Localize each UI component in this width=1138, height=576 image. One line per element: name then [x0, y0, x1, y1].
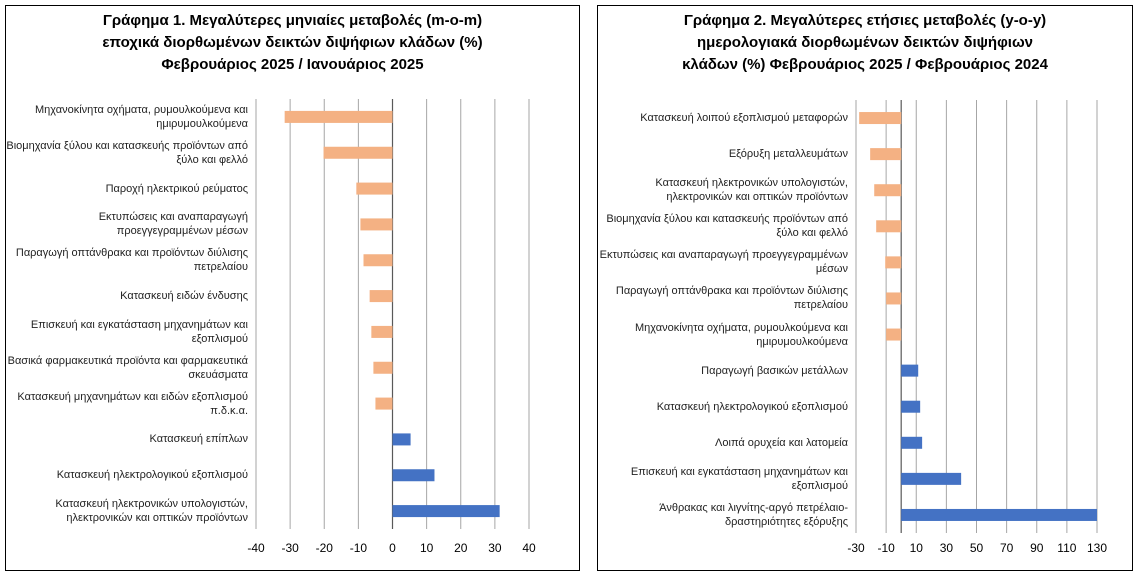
- category-label: Βιομηχανία ξύλου και κατασκευής προϊόντω…: [606, 213, 848, 240]
- bar: [901, 508, 1097, 521]
- x-tick-label: 70: [1000, 541, 1014, 555]
- category-label: Επισκευή και εγκατάσταση μηχανημάτων και…: [30, 318, 248, 345]
- bar: [360, 218, 393, 231]
- bar: [284, 110, 393, 123]
- x-tick-label: -10: [350, 541, 368, 555]
- bar: [392, 505, 500, 518]
- bar: [369, 290, 393, 303]
- category-label: Εκτυπώσεις και αναπαραγωγή προεγγεγραμμέ…: [599, 249, 848, 276]
- title-line: κλάδων (%) Φεβρουάριος 2025 / Φεβρουάριο…: [682, 56, 1048, 73]
- chart-title: Γράφημα 1. Μεγαλύτερες μηνιαίες μεταβολέ…: [5, 10, 580, 76]
- title-line: Γράφημα 1. Μεγαλύτερες μηνιαίες μεταβολέ…: [102, 12, 483, 29]
- category-label: Παραγωγή οπτάνθρακα και προϊόντων διύλισ…: [615, 285, 848, 312]
- category-label: Παραγωγή βασικών μετάλλων: [701, 364, 848, 377]
- chart-panel: [597, 5, 1133, 571]
- category-label: Παραγωγή οπτάνθρακα και προϊόντων διύλισ…: [15, 247, 248, 274]
- bar: [886, 292, 902, 305]
- category-label: Βιομηχανία ξύλου και κατασκευής προϊόντω…: [6, 139, 248, 166]
- x-tick-label: 90: [1030, 541, 1044, 555]
- bar: [901, 364, 919, 377]
- bar: [356, 182, 393, 195]
- x-tick-label: 30: [488, 541, 502, 555]
- category-label: Άνθρακας και λιγνίτης-αργό πετρέλαιο-δρα…: [659, 501, 848, 528]
- x-tick-label: 130: [1087, 541, 1107, 555]
- x-tick-label: 40: [522, 541, 536, 555]
- x-tick-label: 50: [970, 541, 984, 555]
- bar: [901, 400, 921, 413]
- bar: [874, 184, 902, 197]
- category-label: Βασικά φαρμακευτικά προϊόντα και φαρμακε…: [7, 354, 248, 381]
- bar: [901, 436, 923, 449]
- category-label: Κατασκευή ηλεκτρονικών υπολογιστών, ηλεκ…: [55, 498, 248, 525]
- title-line: ημερολογιακά διορθωμένων δεικτών διψήφιω…: [696, 34, 1033, 51]
- chart-title: Γράφημα 2. Μεγαλύτερες ετήσιες μεταβολές…: [597, 10, 1133, 76]
- category-label: Επισκευή και εγκατάσταση μηχανημάτων και…: [630, 465, 848, 492]
- bar: [870, 148, 902, 161]
- x-tick-label: 110: [1057, 541, 1076, 555]
- x-tick-label: 10: [420, 541, 434, 555]
- category-label: Κατασκευή λοιπού εξοπλισμού μεταφορών: [640, 112, 848, 125]
- category-label: Παροχή ηλεκτρικού ρεύματος: [105, 182, 248, 195]
- title-line: Γράφημα 2. Μεγαλύτερες ετήσιες μεταβολές…: [683, 12, 1047, 29]
- category-label: Κατασκευή ηλεκτρολογικού εξοπλισμού: [656, 400, 848, 413]
- category-label: Εξόρυξη μεταλλευμάτων: [728, 148, 848, 161]
- category-label: Κατασκευή ειδών ένδυσης: [120, 290, 248, 303]
- bar: [375, 397, 393, 410]
- x-tick-label: -40: [247, 541, 265, 555]
- category-label: Κατασκευή μηχανημάτων και ειδών εξοπλισμ…: [17, 390, 248, 417]
- x-tick-label: -30: [847, 541, 865, 555]
- x-tick-label: 20: [454, 541, 468, 555]
- bar: [371, 325, 393, 338]
- category-label: Μηχανοκίνητα οχήματα, ρυμουλκούμενα και …: [34, 103, 248, 130]
- category-label: Εκτυπώσεις και αναπαραγωγή προεγγεγραμμέ…: [98, 211, 248, 238]
- category-label: Μηχανοκίνητα οχήματα, ρυμουλκούμενα και …: [634, 321, 848, 348]
- bar: [876, 220, 902, 233]
- bar: [392, 433, 411, 446]
- bar: [901, 472, 962, 485]
- category-label: Κατασκευή ηλεκτρολογικού εξοπλισμού: [56, 469, 248, 482]
- bar: [885, 256, 902, 269]
- x-tick-label: -20: [316, 541, 334, 555]
- bar: [859, 112, 902, 125]
- title-line: εποχικά διορθωμένων δεικτών διψήφιων κλά…: [102, 34, 483, 51]
- x-tick-label: -10: [877, 541, 895, 555]
- category-label: Κατασκευή επίπλων: [149, 433, 248, 446]
- category-label: Λοιπά ορυχεία και λατομεία: [715, 436, 848, 449]
- x-tick-label: -30: [281, 541, 299, 555]
- category-label: Κατασκευή ηλεκτρονικών υπολογιστών, ηλεκ…: [655, 177, 848, 204]
- bar: [323, 146, 393, 159]
- title-line: Φεβρουάριος 2025 / Ιανουάριος 2025: [161, 56, 424, 73]
- bar: [392, 469, 435, 482]
- x-tick-label: 10: [910, 541, 924, 555]
- bar: [373, 361, 393, 374]
- chart-panel: [5, 5, 580, 571]
- bar: [886, 328, 902, 341]
- bar: [363, 254, 393, 267]
- x-tick-label: 0: [389, 541, 396, 555]
- x-tick-label: 30: [940, 541, 954, 555]
